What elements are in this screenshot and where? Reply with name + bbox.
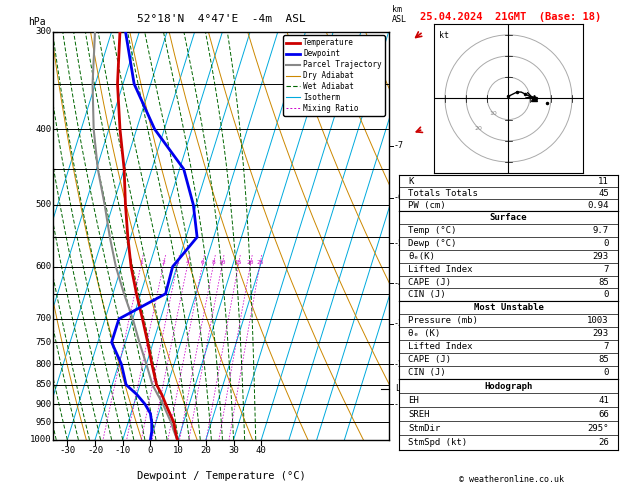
Text: 41: 41 [598,396,609,405]
Text: LCL: LCL [395,384,409,393]
Text: Most Unstable: Most Unstable [474,303,543,312]
Text: 600: 600 [36,262,52,271]
Text: -5: -5 [394,239,404,248]
Text: 950: 950 [36,418,52,427]
Text: SREH: SREH [408,410,430,419]
Text: 293: 293 [593,329,609,338]
Text: Mixing Ratio (g/kg): Mixing Ratio (g/kg) [418,192,426,279]
Text: 25: 25 [256,260,264,265]
Text: -6: -6 [394,193,404,203]
Text: Lifted Index: Lifted Index [408,342,472,351]
Text: 750: 750 [36,338,52,347]
Text: -4: -4 [394,278,404,288]
Text: 10: 10 [218,260,226,265]
Text: 900: 900 [36,399,52,409]
Text: Dewpoint / Temperature (°C): Dewpoint / Temperature (°C) [136,471,306,482]
Text: θₑ(K): θₑ(K) [408,252,435,261]
Text: 800: 800 [36,360,52,369]
Text: 4: 4 [186,260,189,265]
Text: 295°: 295° [587,424,609,433]
Text: 10: 10 [173,446,184,455]
Text: K: K [408,176,413,186]
Text: 30: 30 [228,446,239,455]
Text: 7: 7 [603,265,609,274]
Text: CIN (J): CIN (J) [408,291,446,299]
Text: Pressure (mb): Pressure (mb) [408,316,478,325]
Text: 20: 20 [474,126,482,131]
Text: 0: 0 [603,239,609,248]
Text: -20: -20 [87,446,103,455]
Text: Surface: Surface [489,213,527,222]
Text: 85: 85 [598,355,609,364]
Text: 6: 6 [201,260,204,265]
Text: 52°18'N  4°47'E  -4m  ASL: 52°18'N 4°47'E -4m ASL [136,14,306,24]
Text: 1: 1 [139,260,143,265]
Text: 0: 0 [603,368,609,377]
Text: 3: 3 [175,260,179,265]
Text: km
ASL: km ASL [392,5,407,24]
Text: 850: 850 [36,380,52,389]
Text: -10: -10 [114,446,131,455]
Text: θₑ (K): θₑ (K) [408,329,440,338]
Text: Temp (°C): Temp (°C) [408,226,457,235]
Text: 85: 85 [598,278,609,287]
Text: 400: 400 [36,124,52,134]
Text: StmSpd (kt): StmSpd (kt) [408,438,467,447]
Text: 25.04.2024  21GMT  (Base: 18): 25.04.2024 21GMT (Base: 18) [420,12,602,22]
Text: 300: 300 [36,27,52,36]
Text: CAPE (J): CAPE (J) [408,278,451,287]
Text: 0.94: 0.94 [587,201,609,210]
Text: Hodograph: Hodograph [484,382,533,391]
Text: EH: EH [408,396,419,405]
Text: 9.7: 9.7 [593,226,609,235]
Text: 20: 20 [201,446,211,455]
Text: hPa: hPa [28,17,46,27]
Text: -3: -3 [394,319,404,328]
Text: CAPE (J): CAPE (J) [408,355,451,364]
Text: 45: 45 [598,189,609,198]
Text: 11: 11 [598,176,609,186]
Text: 8: 8 [211,260,215,265]
Text: 1003: 1003 [587,316,609,325]
Text: PW (cm): PW (cm) [408,201,446,210]
Text: 20: 20 [247,260,254,265]
Text: 1000: 1000 [30,435,52,444]
Text: CIN (J): CIN (J) [408,368,446,377]
Text: 0: 0 [603,291,609,299]
Text: 0: 0 [148,446,153,455]
Text: 700: 700 [36,314,52,323]
Text: 2: 2 [162,260,165,265]
Legend: Temperature, Dewpoint, Parcel Trajectory, Dry Adiabat, Wet Adiabat, Isotherm, Mi: Temperature, Dewpoint, Parcel Trajectory… [283,35,385,116]
Text: 293: 293 [593,252,609,261]
Text: Dewp (°C): Dewp (°C) [408,239,457,248]
Text: 500: 500 [36,200,52,209]
Text: Totals Totals: Totals Totals [408,189,478,198]
Text: © weatheronline.co.uk: © weatheronline.co.uk [459,474,564,484]
Text: 26: 26 [598,438,609,447]
Text: StmDir: StmDir [408,424,440,433]
Text: -2: -2 [394,360,404,369]
Text: -1: -1 [394,399,404,409]
Text: kt: kt [438,31,448,40]
Text: -30: -30 [59,446,75,455]
Text: 66: 66 [598,410,609,419]
Text: 10: 10 [489,111,497,116]
Text: 7: 7 [603,342,609,351]
Text: 40: 40 [256,446,267,455]
Text: Lifted Index: Lifted Index [408,265,472,274]
Text: 15: 15 [235,260,242,265]
Text: -7: -7 [394,141,404,150]
